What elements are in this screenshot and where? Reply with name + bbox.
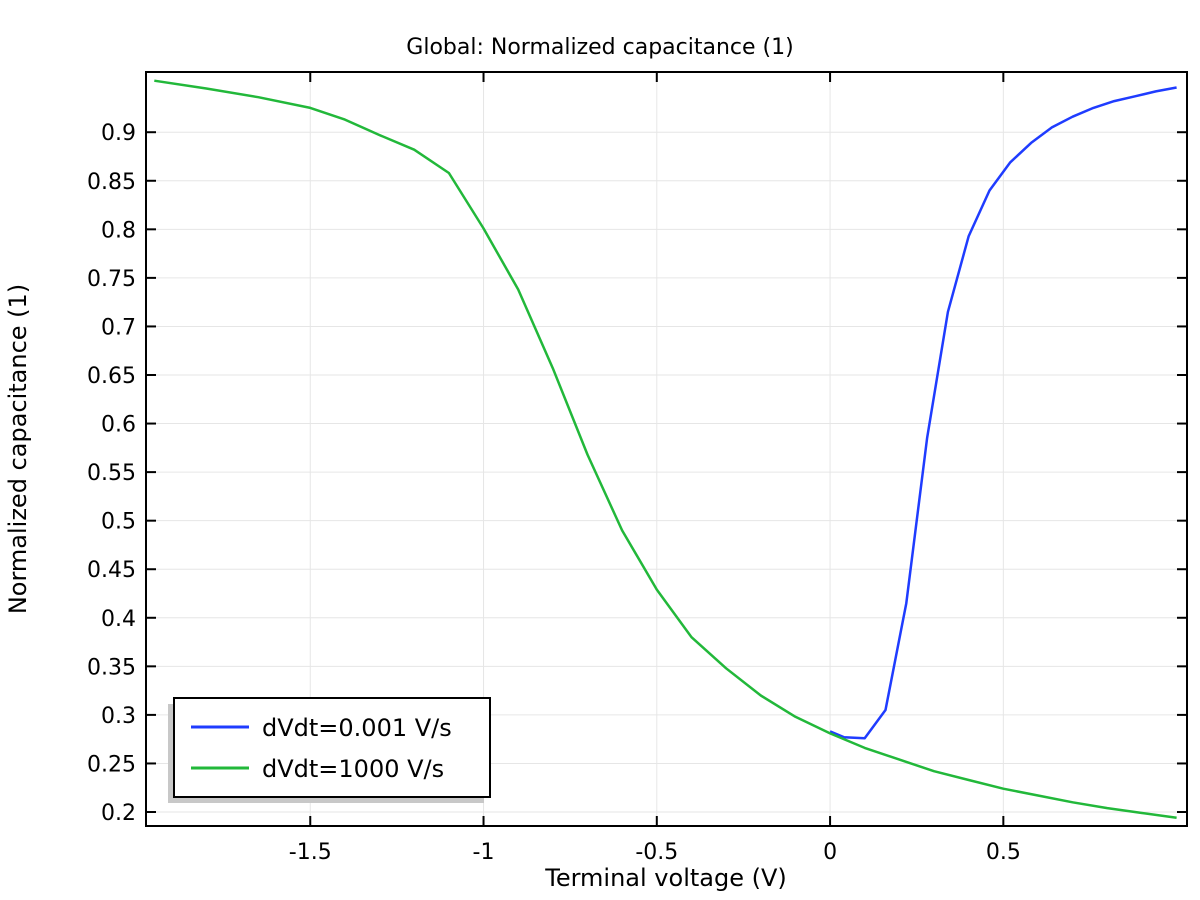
chart-title: Global: Normalized capacitance (1) [406,35,793,60]
x-tick-label: 0.5 [986,840,1021,865]
legend-label-series-2: dVdt=1000 V/s [262,755,444,783]
ticks: -1.5 -1 -0.5 0 0.5 0.2 0.25 0.3 0.35 0.4 0.45 0.5 0.… [87,72,1187,865]
legend-box [173,697,491,798]
y-tick-label: 0.8 [101,218,136,243]
x-tick-label: -1.5 [289,840,332,865]
y-tick-label: 0.2 [101,801,136,826]
y-tick-label: 0.5 [101,510,136,535]
y-tick-label: 0.45 [87,558,136,583]
y-tick-label: 0.65 [87,364,136,389]
y-tick-label: 0.55 [87,461,136,486]
y-tick-label: 0.25 [87,752,136,777]
y-tick-label: 0.35 [87,655,136,680]
y-tick-label: 0.6 [101,413,136,438]
y-tick-label: 0.75 [87,267,136,292]
x-axis-label: Terminal voltage (V) [544,864,787,892]
y-tick-label: 0.85 [87,170,136,195]
x-tick-label: -0.5 [635,840,678,865]
series-line-2 [154,79,1177,820]
series-line-1 [829,86,1177,740]
grid [146,72,1187,826]
y-tick-label: 0.4 [101,607,136,632]
y-tick-label: 0.3 [101,704,136,729]
y-axis-label: Normalized capacitance (1) [4,284,32,614]
legend-label-series-1: dVdt=0.001 V/s [262,714,452,742]
x-tick-label: -1 [473,840,495,865]
series-group [154,79,1177,820]
legend: dVdt=0.001 V/s dVdt=1000 V/s [168,697,491,803]
plot-frame [145,71,1188,827]
x-tick-label: 0 [823,840,837,865]
y-tick-label: 0.9 [101,121,136,146]
y-tick-label: 0.7 [101,315,136,340]
